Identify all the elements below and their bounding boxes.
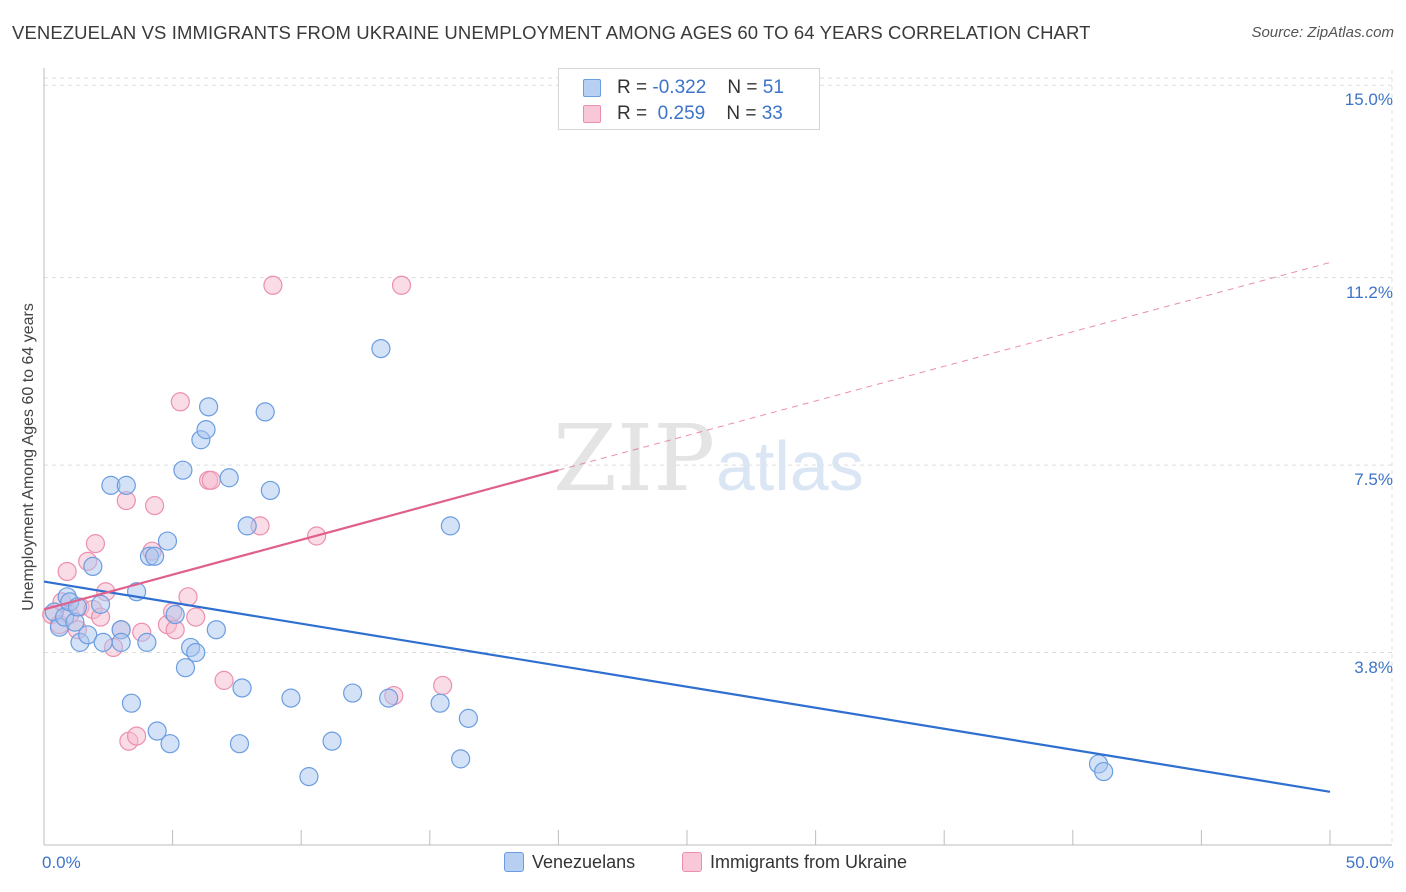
legend-label-venezuelans: Venezuelans [532,852,636,872]
n-value: 33 [761,103,783,124]
r-label: R = [617,77,648,98]
ukraine-point [57,561,77,582]
venezuelan-point [430,693,450,713]
r-value: -0.322 [652,77,707,98]
y-tick-label: 7.5% [1354,470,1393,490]
venezuelan-point [78,625,98,645]
venezuelan-point [144,546,165,566]
venezuelan-point [451,749,471,769]
legend-label-ukraine: Immigrants from Ukraine [710,852,908,872]
venezuelan-points [44,338,1114,787]
n-label: N = [727,77,758,98]
legend-item-ukraine: Immigrants from Ukraine [682,852,907,873]
legend-swatch-pink [583,105,601,123]
legend-swatch-blue [504,852,524,872]
venezuelan-trend-line [43,580,1331,793]
venezuelan-point [260,480,280,501]
watermark-atlas: atlas [716,427,864,505]
ukraine-point [263,275,283,295]
venezuelan-point [157,531,178,551]
venezuelan-point [83,556,103,577]
chart-title: VENEZUELAN VS IMMIGRANTS FROM UKRAINE UN… [12,22,1091,43]
watermark: ZIP atlas [553,405,864,512]
ukraine-point [433,675,453,696]
r-value: 0.259 [657,103,706,124]
venezuelan-point [175,658,196,678]
venezuelan-point [116,475,136,495]
venezuelan-point [137,632,157,652]
venezuelan-point [1094,761,1114,782]
trend-lines [43,262,1331,793]
venezuelan-point [186,642,206,663]
venezuelan-point [232,678,252,698]
x-tick-label-min: 0.0% [42,853,81,872]
venezuelan-point [165,604,185,625]
venezuelan-point [173,460,193,480]
venezuelan-point [93,632,113,652]
venezuelan-point [160,734,180,754]
ukraine-point [126,726,147,746]
n-value: 51 [762,77,784,98]
correlation-legend: R = -0.322 N = 51 R = 0.259 N = 33 [558,68,820,130]
venezuelan-point [255,402,275,422]
venezuelan-point [199,397,219,417]
legend-swatch-blue [583,79,601,97]
y-tick-label: 15.0% [1344,90,1393,110]
venezuelan-point [299,767,319,787]
venezuelan-point [281,688,301,708]
axes [43,68,1392,846]
y-tick-label: 11.2% [1346,282,1393,302]
venezuelan-point [147,721,167,741]
venezuelan-point [458,708,478,728]
venezuelan-point [379,688,399,708]
y-axis-label: Unemployment Among Ages 60 to 64 years [20,303,37,611]
ukraine-point [144,496,165,516]
ukraine-point [186,607,206,627]
ukraine-trend-line [43,469,559,611]
ukraine-point [85,534,106,554]
legend-swatch-pink [682,852,702,872]
venezuelan-point [343,683,363,703]
venezuelan-point [371,338,391,359]
ukraine-trend-extension [558,262,1331,471]
ukraine-point [170,392,190,412]
ukraine-point [214,670,234,690]
venezuelan-point [219,468,239,488]
source-label: Source: ZipAtlas.com [1251,24,1394,41]
venezuelan-point [196,420,216,440]
legend-item-venezuelans: Venezuelans [504,852,635,873]
venezuelan-point [121,693,142,713]
ukraine-point [391,275,412,295]
venezuelan-point [206,620,226,640]
n-label: N = [726,103,757,124]
y-tick-label: 3.8% [1354,657,1393,677]
venezuelan-point [322,731,342,751]
venezuelan-point [440,516,460,536]
venezuelan-point [237,516,257,536]
venezuelan-point [90,594,111,614]
x-tick-label-max: 50.0% [1345,853,1394,872]
r-label: R = [617,103,648,124]
venezuelan-point [111,632,131,652]
watermark-zip: ZIP [553,405,715,512]
ukraine-point [201,470,221,490]
venezuelan-point [229,734,250,754]
